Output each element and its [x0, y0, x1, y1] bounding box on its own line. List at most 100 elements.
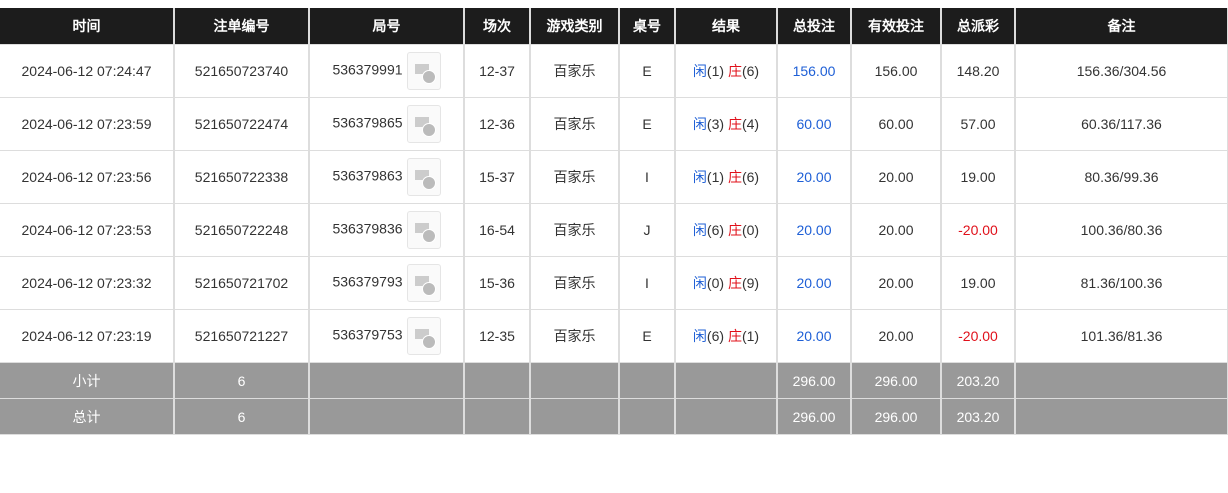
subtotal-count: 6: [174, 362, 310, 399]
total-count: 6: [174, 398, 310, 435]
header-session: 场次: [464, 8, 531, 45]
bet-id-cell: 521650722474: [174, 97, 310, 151]
header-round: 局号: [309, 8, 465, 45]
note-cell: 81.36/100.36: [1015, 256, 1228, 310]
empty-cell: [309, 398, 465, 435]
banker-label: 庄: [727, 275, 742, 291]
total-bet-cell[interactable]: 20.00: [777, 150, 852, 204]
banker-value: (4): [741, 116, 760, 132]
table-no-cell: J: [619, 203, 676, 257]
table-no-cell: I: [619, 256, 676, 310]
time-cell: 2024-06-12 07:23:53: [0, 203, 175, 257]
valid-bet-cell: 20.00: [851, 150, 942, 204]
banker-value: (1): [741, 328, 760, 344]
table-no-cell: I: [619, 150, 676, 204]
table-no-cell: E: [619, 44, 676, 98]
video-replay-icon[interactable]: [406, 317, 441, 355]
empty-cell: [619, 362, 676, 399]
video-replay-icon[interactable]: [406, 158, 441, 196]
banker-label: 庄: [727, 116, 742, 132]
result-cell: 闲(1) 庄(6): [675, 44, 778, 98]
subtotal-label: 小计: [0, 362, 175, 399]
banker-label: 庄: [727, 222, 742, 238]
game-type-cell: 百家乐: [530, 150, 620, 204]
empty-cell: [309, 362, 465, 399]
time-cell: 2024-06-12 07:23:32: [0, 256, 175, 310]
total-label: 总计: [0, 398, 175, 435]
empty-cell: [1015, 362, 1228, 399]
bet-id-cell: 521650722338: [174, 150, 310, 204]
empty-cell: [464, 362, 531, 399]
note-cell: 100.36/80.36: [1015, 203, 1228, 257]
player-label: 闲: [692, 116, 707, 132]
total-row: 总计 6 296.00 296.00 203.20: [0, 398, 1228, 435]
table-header: 时间 注单编号 局号 场次 游戏类别 桌号 结果 总投注 有效投注 总派彩 备注: [0, 8, 1228, 45]
time-cell: 2024-06-12 07:23:19: [0, 309, 175, 363]
game-type-cell: 百家乐: [530, 309, 620, 363]
session-cell: 12-36: [464, 97, 531, 151]
total-total-bet: 296.00: [777, 398, 852, 435]
video-replay-icon[interactable]: [406, 105, 441, 143]
banker-value: (6): [741, 63, 760, 79]
player-value: (3): [706, 116, 725, 132]
game-type-cell: 百家乐: [530, 203, 620, 257]
total-bet-cell[interactable]: 20.00: [777, 203, 852, 257]
header-payout: 总派彩: [941, 8, 1016, 45]
result-cell: 闲(0) 庄(9): [675, 256, 778, 310]
valid-bet-cell: 60.00: [851, 97, 942, 151]
valid-bet-cell: 20.00: [851, 309, 942, 363]
result-cell: 闲(6) 庄(1): [675, 309, 778, 363]
player-label: 闲: [692, 169, 707, 185]
payout-cell: 19.00: [941, 150, 1016, 204]
round-number: 536379753: [332, 326, 403, 343]
bet-id-cell: 521650721702: [174, 256, 310, 310]
video-replay-icon[interactable]: [406, 52, 441, 90]
round-number: 536379865: [332, 114, 403, 131]
table-no-cell: E: [619, 309, 676, 363]
payout-cell: -20.00: [941, 203, 1016, 257]
note-cell: 80.36/99.36: [1015, 150, 1228, 204]
round-cell: 536379753: [309, 309, 465, 363]
total-bet-cell[interactable]: 20.00: [777, 256, 852, 310]
subtotal-total-bet: 296.00: [777, 362, 852, 399]
header-total-bet: 总投注: [777, 8, 852, 45]
video-replay-icon[interactable]: [406, 211, 441, 249]
round-number: 536379836: [332, 220, 403, 237]
empty-cell: [619, 398, 676, 435]
banker-label: 庄: [727, 328, 742, 344]
header-valid-bet: 有效投注: [851, 8, 942, 45]
player-value: (1): [706, 63, 725, 79]
valid-bet-cell: 20.00: [851, 203, 942, 257]
bet-id-cell: 521650721227: [174, 309, 310, 363]
round-number: 536379863: [332, 167, 403, 184]
total-payout: 203.20: [941, 398, 1016, 435]
table-row: 2024-06-12 07:23:19 521650721227 5363797…: [0, 309, 1228, 363]
total-bet-cell[interactable]: 20.00: [777, 309, 852, 363]
player-label: 闲: [692, 63, 707, 79]
header-game-type: 游戏类别: [530, 8, 620, 45]
header-table-no: 桌号: [619, 8, 676, 45]
player-label: 闲: [692, 275, 707, 291]
table-row: 2024-06-12 07:23:32 521650721702 5363797…: [0, 256, 1228, 310]
session-cell: 15-37: [464, 150, 531, 204]
round-cell: 536379865: [309, 97, 465, 151]
round-cell: 536379793: [309, 256, 465, 310]
empty-cell: [464, 398, 531, 435]
bet-records-table: 时间 注单编号 局号 场次 游戏类别 桌号 结果 总投注 有效投注 总派彩 备注 2024-06-1…: [0, 8, 1228, 435]
session-cell: 12-37: [464, 44, 531, 98]
header-bet-id: 注单编号: [174, 8, 310, 45]
bet-id-cell: 521650722248: [174, 203, 310, 257]
time-cell: 2024-06-12 07:23:56: [0, 150, 175, 204]
session-cell: 16-54: [464, 203, 531, 257]
round-number: 536379991: [332, 61, 403, 78]
video-replay-icon[interactable]: [406, 264, 441, 302]
total-bet-cell[interactable]: 156.00: [777, 44, 852, 98]
total-bet-cell[interactable]: 60.00: [777, 97, 852, 151]
banker-value: (9): [741, 275, 760, 291]
round-number: 536379793: [332, 273, 403, 290]
header-time: 时间: [0, 8, 175, 45]
result-cell: 闲(3) 庄(4): [675, 97, 778, 151]
subtotal-valid-bet: 296.00: [851, 362, 942, 399]
subtotal-row: 小计 6 296.00 296.00 203.20: [0, 362, 1228, 399]
table-row: 2024-06-12 07:24:47 521650723740 5363799…: [0, 44, 1228, 98]
